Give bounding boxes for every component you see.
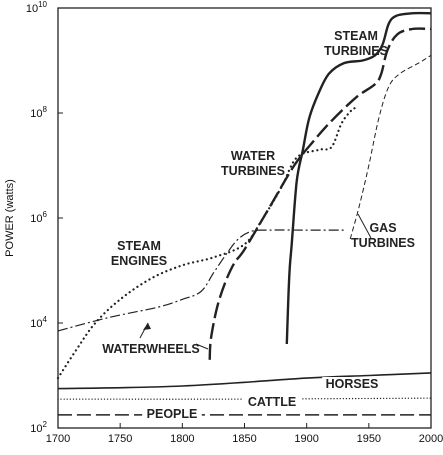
y-axis-title: POWER (watts) <box>4 179 16 257</box>
x-tick-label: 1950 <box>357 433 381 445</box>
x-tick-label: 1850 <box>232 433 256 445</box>
series-line-water-turbines <box>208 27 432 360</box>
series-line-steam-turbines <box>285 11 432 345</box>
series-label-people: PEOPLE <box>147 407 198 421</box>
x-tick-label: 1900 <box>294 433 318 445</box>
series-label-gas-turbines: GAS <box>369 221 396 235</box>
y-tick-label: 1010 <box>26 0 48 15</box>
series-label-steam-turbines: TURBINES <box>324 44 388 58</box>
arrow-head-icon <box>143 323 151 330</box>
label-leader-line <box>195 343 209 350</box>
series-label-steam-engines: ENGINES <box>111 254 167 268</box>
series-labels: STEAMTURBINESWATERTURBINESGASTURBINESSTE… <box>102 29 415 421</box>
series-label-horses: HORSES <box>326 377 379 391</box>
series-line-horses <box>57 372 432 390</box>
x-tick-label: 1750 <box>108 433 132 445</box>
series-label-steam-engines: STEAM <box>117 239 161 253</box>
plot-frame <box>57 7 432 429</box>
y-tick-base: 10 <box>30 213 42 225</box>
label-backing <box>142 407 202 421</box>
series-line-waterwheels <box>57 229 344 332</box>
series-line-gas-turbines <box>349 54 432 240</box>
y-tick-label: 102 <box>30 420 47 435</box>
series-label-gas-turbines: TURBINES <box>351 236 415 250</box>
y-tick-exponent: 10 <box>38 0 47 9</box>
y-tick-base: 10 <box>26 3 38 15</box>
y-tick-exponent: 4 <box>43 315 48 324</box>
label-backing <box>242 395 302 409</box>
x-tick-label: 1800 <box>170 433 194 445</box>
y-tick-label: 104 <box>30 315 47 330</box>
y-tick-base: 10 <box>30 318 42 330</box>
x-tick-label: 2000 <box>419 433 443 445</box>
label-leader-line <box>357 213 372 239</box>
y-tick-label: 108 <box>30 105 47 120</box>
series-label-waterwheels: WATERWHEELS <box>102 342 199 356</box>
y-tick-exponent: 8 <box>43 105 48 114</box>
series-label-water-turbines: TURBINES <box>221 164 285 178</box>
y-tick-base: 10 <box>30 423 42 435</box>
series-line-steam-engines <box>56 106 358 380</box>
series-label-water-turbines: WATER <box>231 149 275 163</box>
series-label-steam-turbines: STEAM <box>334 29 378 43</box>
x-axis-ticks: 1700 1750 1800 1850 1900 1950 2000 <box>46 423 443 445</box>
y-tick-base: 10 <box>30 108 42 120</box>
x-tick-label: 1700 <box>46 433 70 445</box>
label-backing <box>322 377 382 391</box>
y-tick-exponent: 6 <box>43 210 48 219</box>
series-label-cattle: CATTLE <box>248 395 296 409</box>
y-tick-exponent: 2 <box>43 420 48 429</box>
y-tick-label: 106 <box>30 210 47 225</box>
series-lines <box>56 11 432 416</box>
